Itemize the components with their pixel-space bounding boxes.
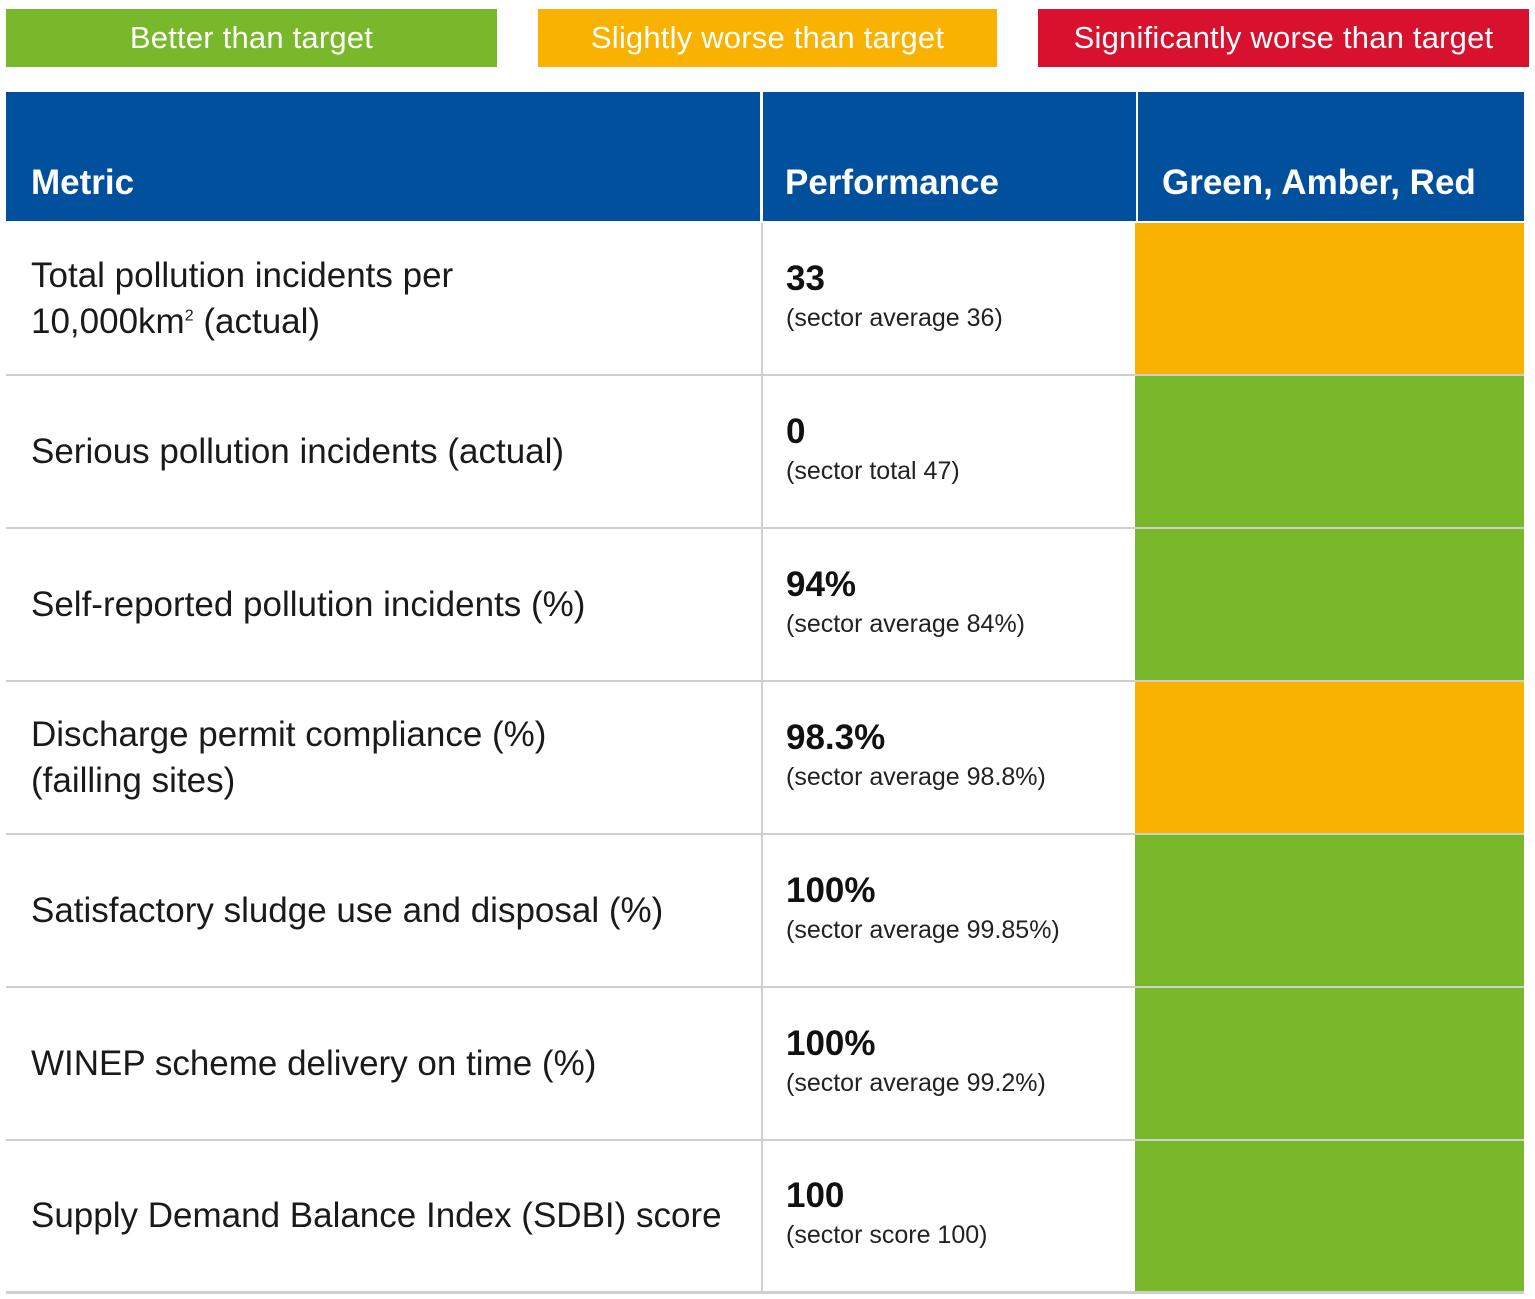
performance-cell: 0 (sector total 47) (763, 376, 1135, 527)
rag-status-cell (1135, 835, 1524, 986)
performance-cell: 100% (sector average 99.85%) (763, 835, 1135, 986)
metric-cell: Total pollution incidents per 10,000km2 … (6, 223, 763, 374)
performance-table: Metric Performance Green, Amber, Red Tot… (6, 92, 1524, 1294)
performance-value: 100 (786, 1176, 845, 1215)
rag-status-cell (1135, 529, 1524, 680)
rag-status-cell (1135, 682, 1524, 833)
legend-significantly-worse-than-target: Significantly worse than target (1038, 9, 1529, 67)
performance-cell: 100 (sector score 100) (763, 1141, 1135, 1291)
performance-value: 98.3% (786, 717, 886, 757)
rag-status-cell (1135, 1141, 1524, 1291)
performance-note: (sector total 47) (786, 456, 960, 485)
performance-note: (sector average 98.8%) (786, 762, 1046, 791)
performance-note: (sector average 84%) (786, 609, 1026, 638)
performance-note: (sector score 100) (786, 1221, 988, 1249)
performance-note: (sector average 36) (786, 303, 1003, 332)
metric-cell: WINEP scheme delivery on time (%) (6, 988, 763, 1139)
performance-cell: 94% (sector average 84%) (763, 529, 1135, 680)
performance-value: 100% (786, 870, 876, 910)
performance-cell: 98.3% (sector average 98.8%) (763, 682, 1135, 833)
table-row: Supply Demand Balance Index (SDBI) score… (6, 1141, 1524, 1294)
metric-label: Supply Demand Balance Index (SDBI) score (31, 1196, 722, 1235)
header-performance: Performance (763, 92, 1136, 221)
metric-label-line2: (failling sites) (31, 760, 236, 800)
rag-status-cell (1135, 988, 1524, 1139)
performance-note: (sector average 99.85%) (786, 915, 1060, 944)
metric-cell: Supply Demand Balance Index (SDBI) score (6, 1141, 763, 1291)
superscript-2: 2 (184, 306, 194, 324)
rag-status-cell (1135, 376, 1524, 527)
legend-slightly-worse-than-target: Slightly worse than target (538, 9, 997, 67)
metric-label: Serious pollution incidents (actual) (31, 431, 565, 471)
performance-cell: 33 (sector average 36) (763, 223, 1135, 374)
metric-label-line2: 10,000km2 (actual) (31, 301, 321, 341)
table-row: Discharge permit compliance (%) (faillin… (6, 682, 1524, 835)
metric-label: WINEP scheme delivery on time (%) (31, 1043, 597, 1083)
metric-cell: Self-reported pollution incidents (%) (6, 529, 763, 680)
metric-cell: Discharge permit compliance (%) (faillin… (6, 682, 763, 833)
performance-value: 0 (786, 411, 806, 451)
metric-label: Satisfactory sludge use and disposal (%) (31, 890, 664, 930)
table-header-row: Metric Performance Green, Amber, Red (6, 92, 1524, 223)
legend-better-than-target: Better than target (6, 9, 497, 67)
table-row: Total pollution incidents per 10,000km2 … (6, 223, 1524, 376)
table-row: Self-reported pollution incidents (%) 94… (6, 529, 1524, 682)
performance-cell: 100% (sector average 99.2%) (763, 988, 1135, 1139)
header-metric: Metric (6, 92, 760, 221)
header-rag: Green, Amber, Red (1138, 92, 1524, 221)
rag-status-cell (1135, 223, 1524, 374)
performance-value: 33 (786, 258, 825, 298)
table-row: Serious pollution incidents (actual) 0 (… (6, 376, 1524, 529)
table-row: WINEP scheme delivery on time (%) 100% (… (6, 988, 1524, 1141)
performance-value: 94% (786, 564, 857, 604)
performance-note: (sector average 99.2%) (786, 1068, 1046, 1097)
performance-value: 100% (786, 1023, 876, 1063)
metric-label-line1: Discharge permit compliance (%) (31, 714, 547, 754)
metric-label-line1: Total pollution incidents per (31, 255, 454, 295)
metric-cell: Satisfactory sludge use and disposal (%) (6, 835, 763, 986)
metric-label: Self-reported pollution incidents (%) (31, 584, 586, 624)
metric-cell: Serious pollution incidents (actual) (6, 376, 763, 527)
table-row: Satisfactory sludge use and disposal (%)… (6, 835, 1524, 988)
